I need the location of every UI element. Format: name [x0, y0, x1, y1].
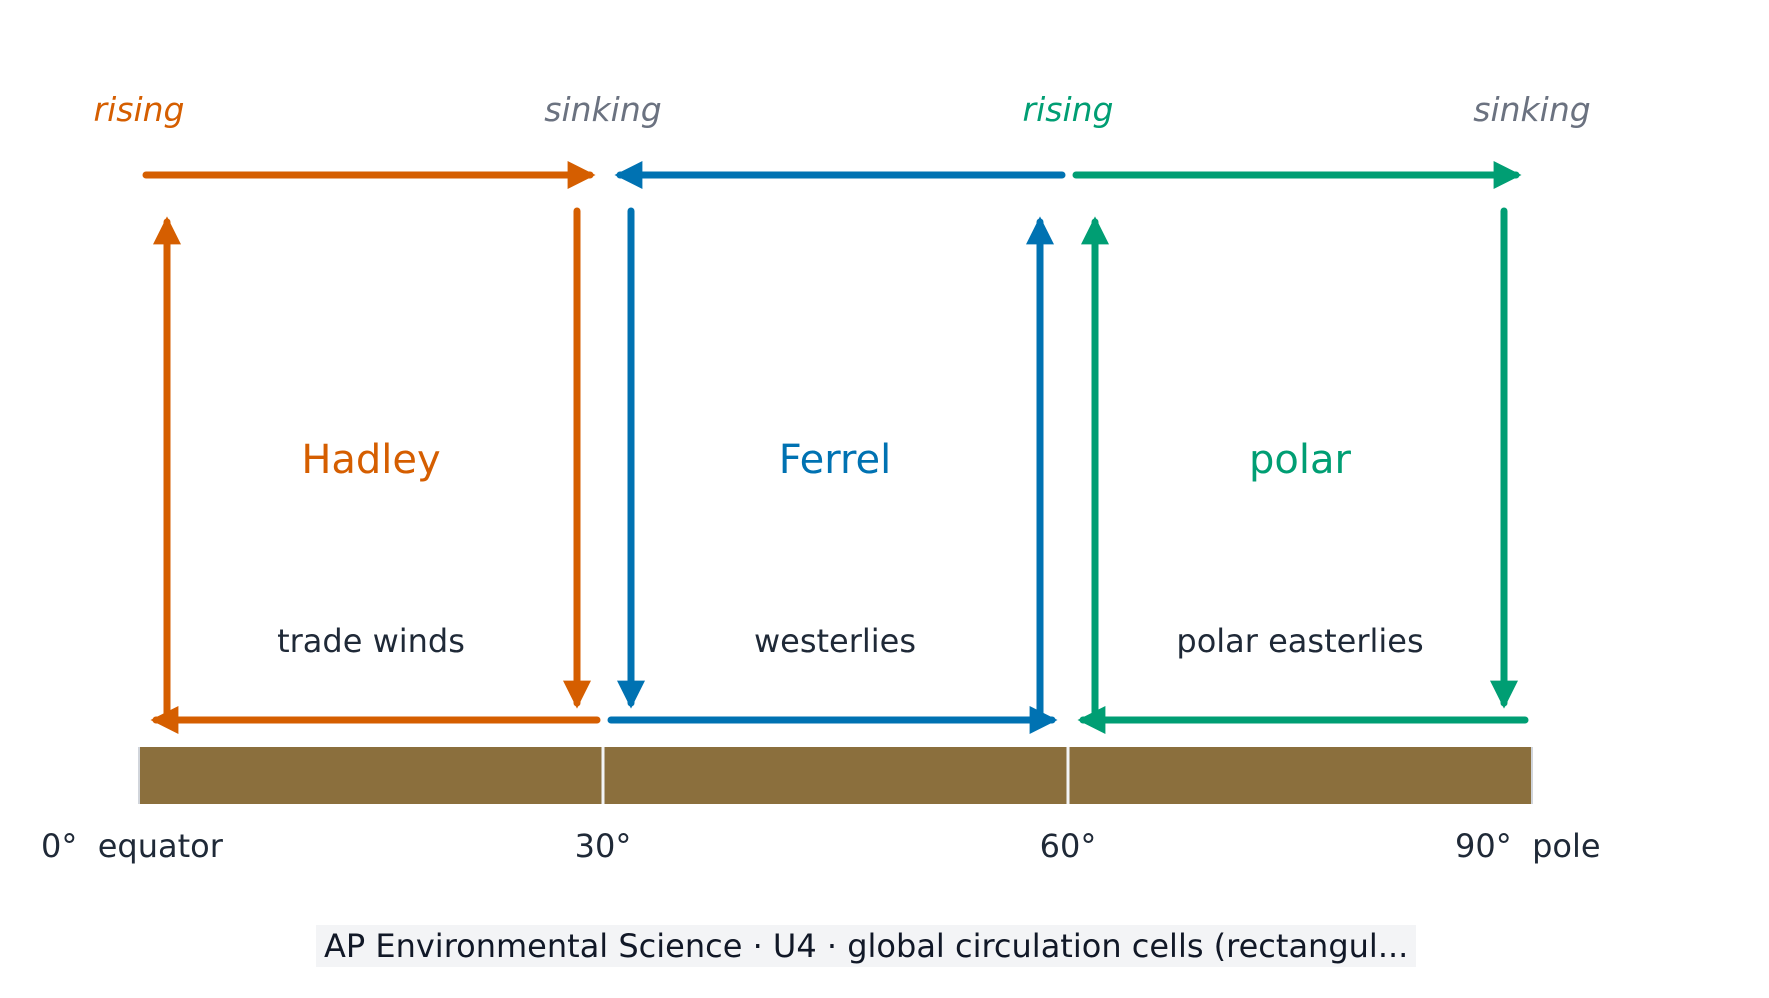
ferrel-cell-arrows: [607, 161, 1066, 734]
hadley-cell-arrows: [142, 161, 601, 734]
latitude-label-30: 30°: [575, 827, 632, 865]
ground-bar: [138, 747, 1533, 804]
hadley-sinking-label: sinking: [544, 90, 661, 129]
latitude-label-90: 90° pole: [1455, 827, 1601, 865]
polar-sinking-label: sinking: [1473, 90, 1590, 129]
hadley-wind-label: trade winds: [277, 622, 465, 660]
ground-segment-30-60: [604, 747, 1067, 804]
polar-cell-arrows: [1072, 161, 1529, 734]
polar-wind-label: polar easterlies: [1176, 622, 1423, 660]
caption: AP Environmental Science · U4 · global c…: [316, 925, 1417, 967]
latitude-label-60: 60°: [1040, 827, 1097, 865]
polar-rising-label: rising: [1023, 90, 1114, 129]
hadley-rising-label: rising: [94, 90, 185, 129]
latitude-label-0: 0° equator: [41, 827, 224, 865]
ground-segment-60-90: [1069, 747, 1532, 804]
ferrel-wind-label: westerlies: [754, 622, 916, 660]
ground-segment-0-30: [139, 747, 602, 804]
polar-cell-name: polar: [1249, 437, 1351, 483]
ferrel-cell-name: Ferrel: [779, 437, 891, 483]
hadley-cell-name: Hadley: [301, 437, 440, 483]
